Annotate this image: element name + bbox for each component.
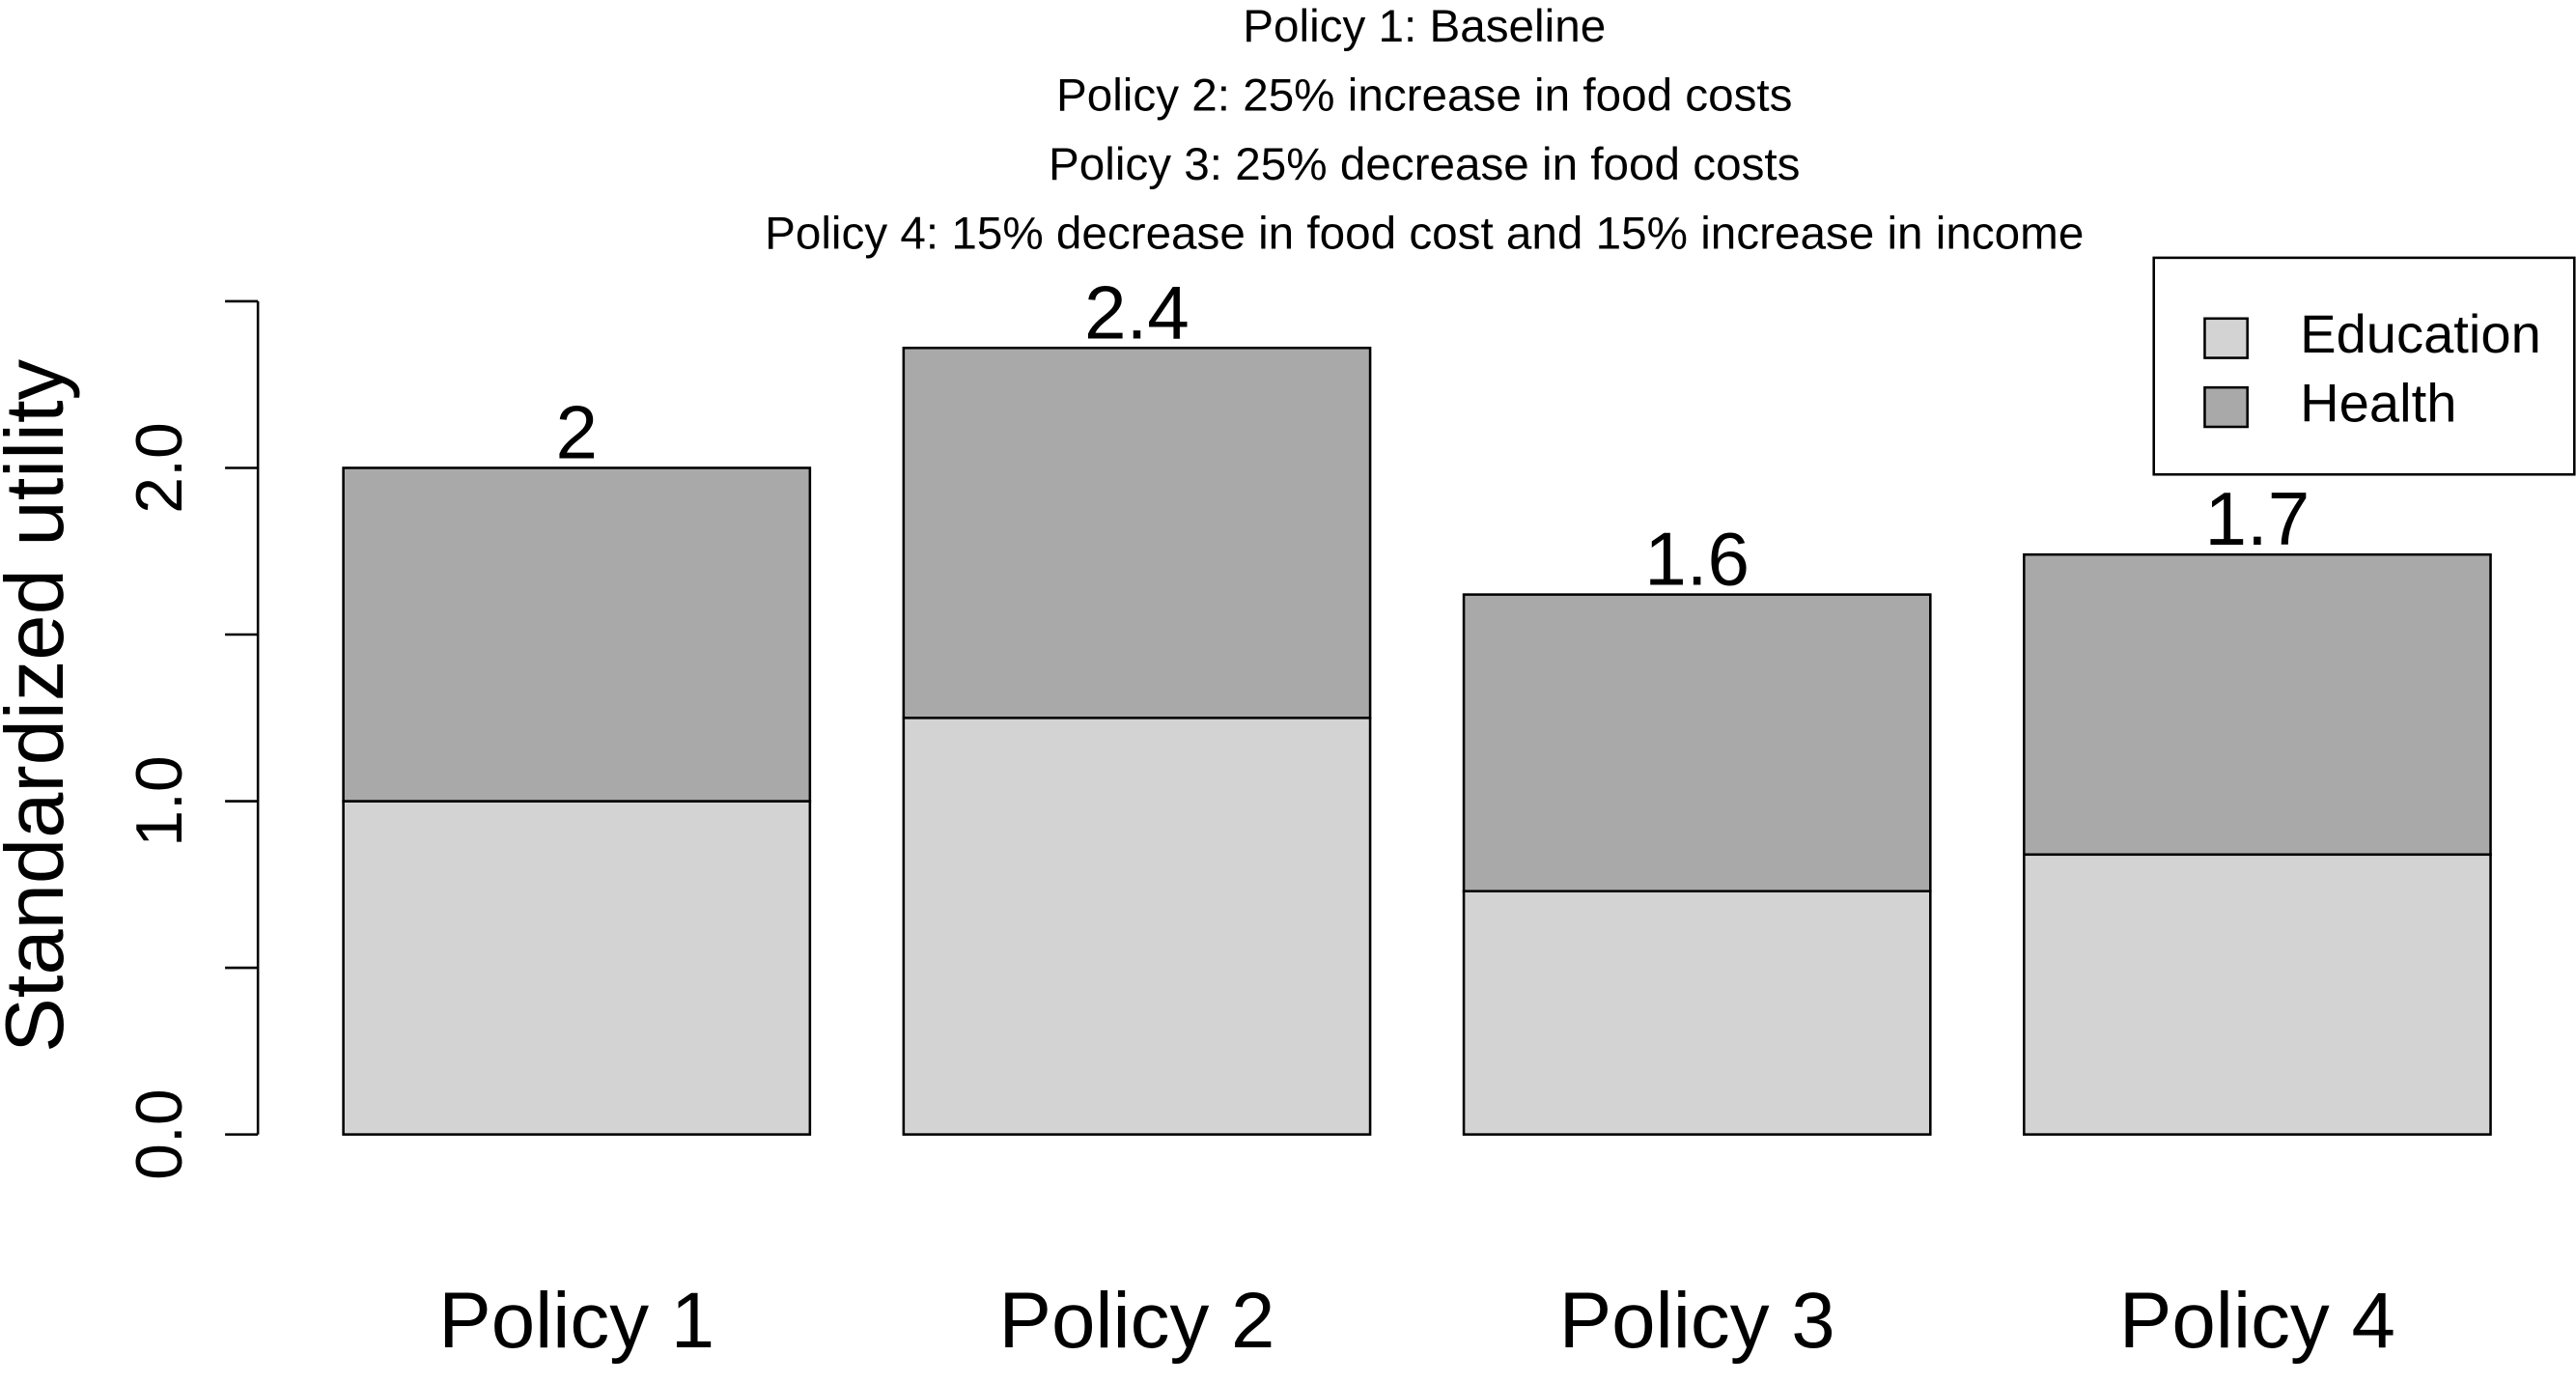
legend-box xyxy=(2152,256,2576,476)
chart-title: Policy 4: 15% decrease in food cost and … xyxy=(765,208,2084,259)
bar-segment xyxy=(902,716,1372,1136)
bar-segment xyxy=(2023,552,2492,857)
bar-segment xyxy=(342,466,812,803)
total-label: 2 xyxy=(555,390,598,475)
bar-segment xyxy=(2023,853,2492,1136)
chart-title: Policy 3: 25% decrease in food costs xyxy=(1049,139,1800,190)
legend-label: Education xyxy=(2300,303,2541,364)
y-tick-label: 2.0 xyxy=(123,422,196,514)
x-tick-label: Policy 2 xyxy=(998,1277,1274,1365)
total-label: 2.4 xyxy=(1084,269,1190,354)
y-tick-label: 1.0 xyxy=(123,755,196,847)
y-tick-label: 0.0 xyxy=(123,1088,196,1180)
bar-segment xyxy=(1462,593,1932,892)
bar-segment xyxy=(1462,890,1932,1136)
x-tick-label: Policy 3 xyxy=(1559,1277,1835,1365)
total-label: 1.6 xyxy=(1644,517,1750,602)
legend-swatch xyxy=(2203,385,2249,429)
chart-title: Policy 2: 25% increase in food costs xyxy=(1056,71,1793,122)
bar-segment xyxy=(342,800,812,1136)
chart-title: Policy 1: Baseline xyxy=(1243,1,1606,52)
x-tick-label: Policy 1 xyxy=(438,1277,714,1365)
y-axis-label: Standardized utility xyxy=(0,358,81,1052)
x-tick-label: Policy 4 xyxy=(2119,1277,2395,1365)
bar-segment xyxy=(902,346,1372,720)
legend-swatch xyxy=(2203,317,2249,359)
total-label: 1.7 xyxy=(2205,476,2310,561)
legend-label: Health xyxy=(2300,372,2456,433)
